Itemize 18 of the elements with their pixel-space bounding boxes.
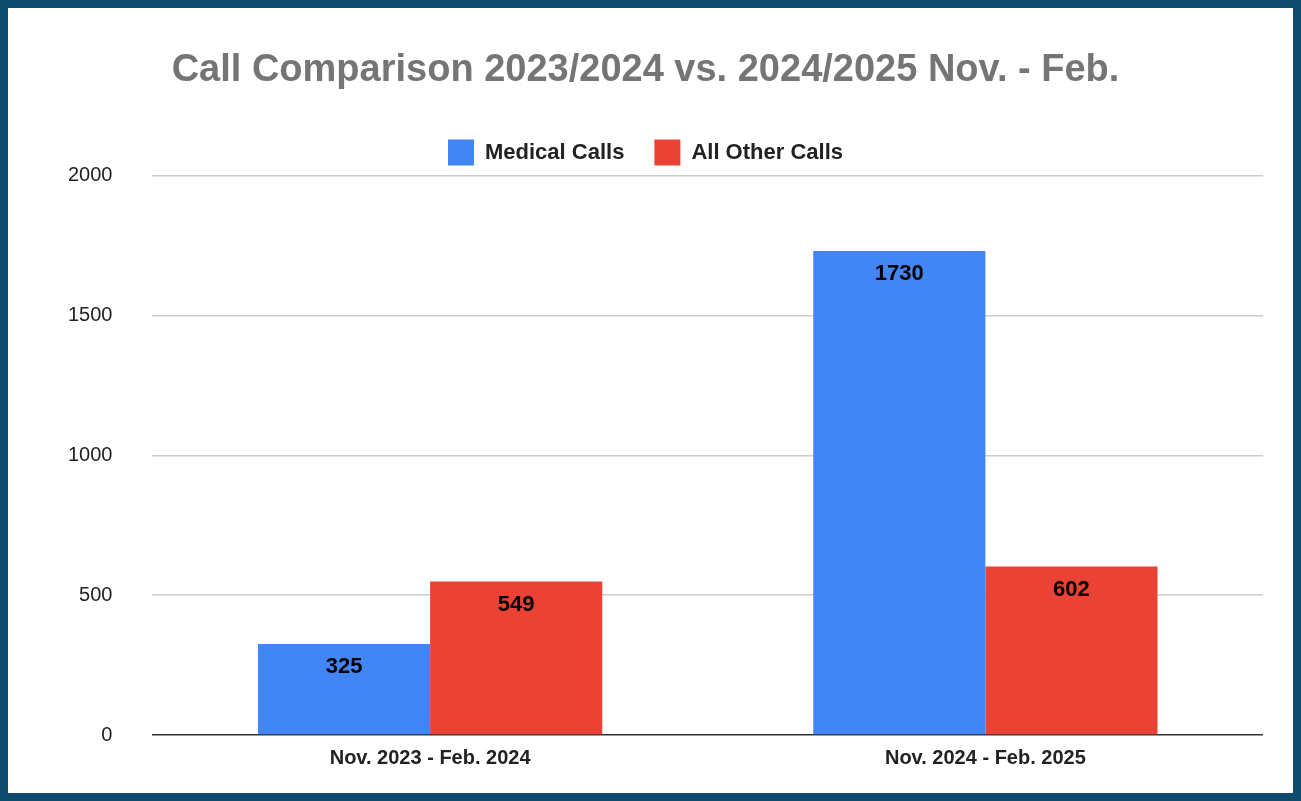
y-tick-label: 500: [79, 582, 113, 605]
data-label: 325: [325, 653, 363, 679]
bar: [430, 581, 603, 735]
legend-label: All Other Calls: [691, 138, 843, 164]
bar: [257, 644, 431, 735]
y-tick-label: 1000: [67, 442, 113, 465]
chart-title: Call Comparison 2023/2024 vs. 2024/2025 Nov. - Feb.: [171, 47, 1120, 90]
data-label: 549: [497, 590, 535, 616]
data-label: 1730: [874, 260, 924, 286]
bar: [985, 566, 1158, 735]
x-tick-label: Nov. 2024 - Feb. 2025: [884, 745, 1086, 768]
y-tick-label: 1500: [67, 302, 113, 325]
bar: [813, 251, 986, 735]
x-tick-label: Nov. 2023 - Feb. 2024: [329, 745, 532, 768]
y-tick-label: 0: [101, 722, 113, 745]
y-tick-label: 2000: [67, 163, 113, 186]
data-label: 602: [1053, 575, 1090, 601]
legend-label: Medical Calls: [485, 138, 625, 164]
